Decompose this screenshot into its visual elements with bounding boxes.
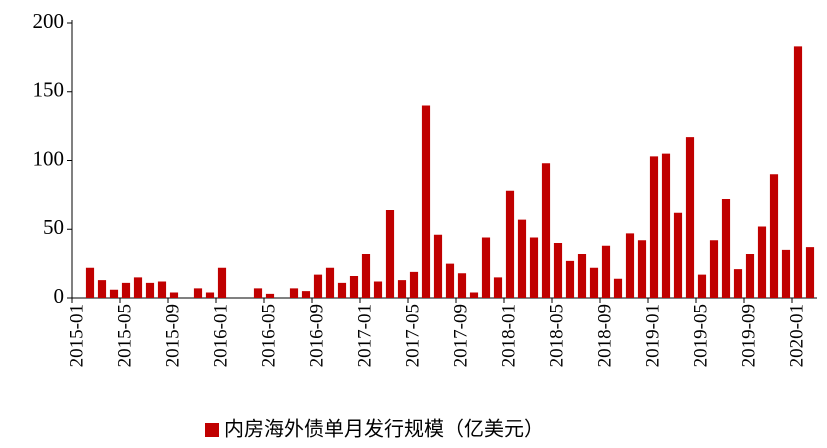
bar <box>805 247 815 298</box>
bar <box>445 263 455 298</box>
bar <box>793 46 803 298</box>
bar <box>721 199 731 298</box>
bar <box>85 267 95 298</box>
x-tick-label: 2015-09 <box>162 304 183 367</box>
y-tick-label: 200 <box>33 9 65 33</box>
x-tick-label: 2017-05 <box>402 304 423 367</box>
bar <box>433 234 443 298</box>
y-tick-label: 0 <box>54 284 65 308</box>
bar <box>685 137 695 298</box>
bar <box>541 163 551 298</box>
bar <box>769 174 779 298</box>
bar <box>193 288 203 298</box>
x-tick-label: 2016-09 <box>306 304 327 367</box>
x-tick-label: 2018-09 <box>594 304 615 367</box>
y-tick-label: 150 <box>33 78 65 102</box>
bar <box>457 273 467 298</box>
bar <box>565 260 575 298</box>
y-tick-label: 100 <box>33 146 65 170</box>
bar <box>517 219 527 298</box>
x-tick-label: 2015-05 <box>114 304 135 367</box>
x-tick-label: 2015-01 <box>66 304 87 367</box>
bar <box>697 274 707 298</box>
x-tick-label: 2018-01 <box>498 304 519 367</box>
bar <box>529 237 539 298</box>
legend-swatch <box>205 423 219 437</box>
bar <box>613 278 623 298</box>
bar <box>325 267 335 298</box>
bar <box>121 282 131 298</box>
bar <box>625 233 635 298</box>
bar <box>661 153 671 298</box>
bar <box>757 226 767 298</box>
bar <box>253 288 263 298</box>
bar <box>145 282 155 298</box>
bar <box>745 254 755 298</box>
bar <box>589 267 599 298</box>
bar <box>157 281 167 298</box>
bar <box>601 245 611 298</box>
bar <box>481 237 491 298</box>
bar <box>709 240 719 298</box>
bar <box>205 292 215 298</box>
bar <box>505 190 515 298</box>
bar <box>361 254 371 298</box>
x-tick-label: 2017-09 <box>450 304 471 367</box>
bar <box>337 282 347 298</box>
bar <box>637 240 647 298</box>
bar <box>493 277 503 298</box>
bar <box>553 243 563 298</box>
bar <box>265 293 275 298</box>
x-tick-label: 2020-01 <box>786 304 807 367</box>
x-tick-label: 2019-09 <box>738 304 759 367</box>
bar <box>673 212 683 298</box>
bar <box>649 156 659 298</box>
bar <box>409 271 419 298</box>
x-tick-label: 2019-01 <box>642 304 663 367</box>
bar <box>301 291 311 298</box>
bar <box>373 281 383 298</box>
bar <box>289 288 299 298</box>
bar <box>217 267 227 298</box>
x-tick-label: 2016-01 <box>210 304 231 367</box>
bar <box>385 210 395 298</box>
x-tick-label: 2019-05 <box>690 304 711 367</box>
bar <box>349 276 359 298</box>
y-tick-label: 50 <box>43 215 64 239</box>
bar <box>97 280 107 298</box>
bar <box>169 292 179 298</box>
bar <box>469 292 479 298</box>
bar <box>109 289 119 298</box>
bar <box>421 105 431 298</box>
legend-label: 内房海外债单月发行规模（亿美元） <box>224 418 544 441</box>
x-tick-label: 2017-01 <box>354 304 375 367</box>
bar <box>313 274 323 298</box>
bar <box>733 269 743 298</box>
x-tick-label: 2018-05 <box>546 304 567 367</box>
x-tick-label: 2016-05 <box>258 304 279 367</box>
bar <box>133 277 143 298</box>
bar <box>781 249 791 298</box>
bar <box>577 254 587 298</box>
bar <box>397 280 407 298</box>
